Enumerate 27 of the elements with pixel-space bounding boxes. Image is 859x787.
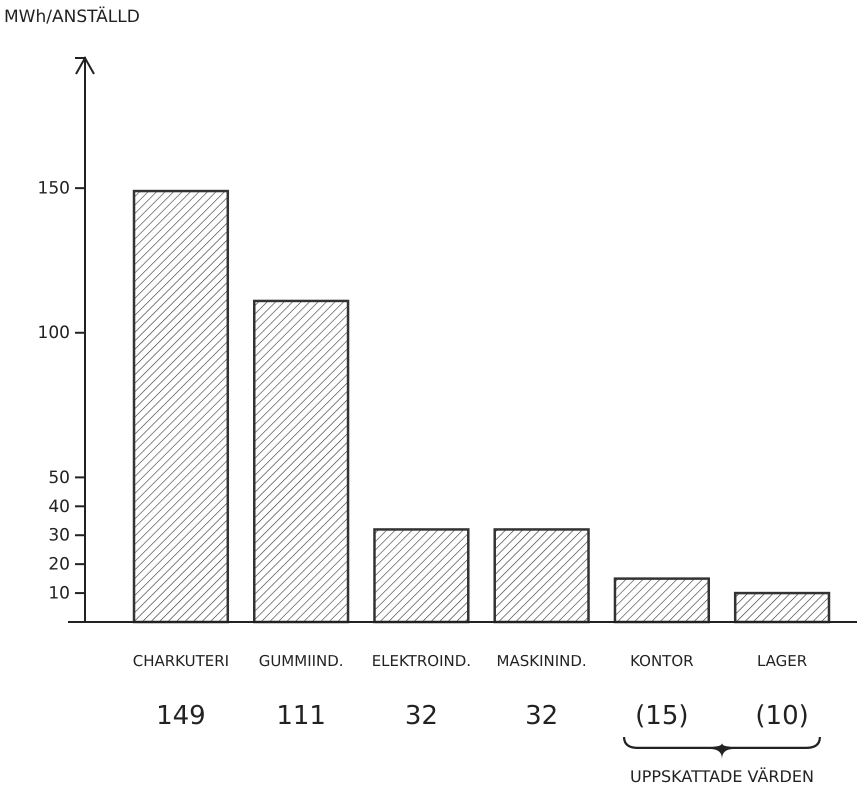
data-label: 32 <box>525 701 558 731</box>
bar <box>734 592 830 624</box>
x-tick-label: MASKININD. <box>496 652 587 670</box>
y-tick-label: 30 <box>48 526 70 546</box>
y-tick-label: 20 <box>48 554 70 575</box>
x-tick-label: ELEKTROIND. <box>372 652 472 670</box>
y-tick-label: 100 <box>38 323 70 344</box>
y-tick-label: 50 <box>48 468 70 488</box>
bar <box>493 528 590 624</box>
data-label: 111 <box>276 701 326 731</box>
data-label: (10) <box>755 701 809 731</box>
bar <box>132 190 230 624</box>
bar <box>253 300 350 624</box>
bar <box>614 577 710 624</box>
y-tick-label: 150 <box>38 178 70 199</box>
data-label: 149 <box>156 701 206 731</box>
x-tick-label: KONTOR <box>630 652 694 670</box>
y-tick-label: 40 <box>48 496 70 517</box>
data-label: 32 <box>404 701 438 731</box>
y-tick-label: 10 <box>48 584 70 604</box>
x-tick-label: LAGER <box>756 652 808 670</box>
text: UPPSKATTADE VÄRDEN <box>630 767 814 786</box>
bar <box>373 528 470 624</box>
data-label: (15) <box>635 701 689 731</box>
y-axis-title: MWh/ANSTÄLLD <box>4 6 140 27</box>
x-tick-label: GUMMIIND. <box>258 652 344 670</box>
x-tick-label: CHARKUTERI <box>132 652 230 670</box>
